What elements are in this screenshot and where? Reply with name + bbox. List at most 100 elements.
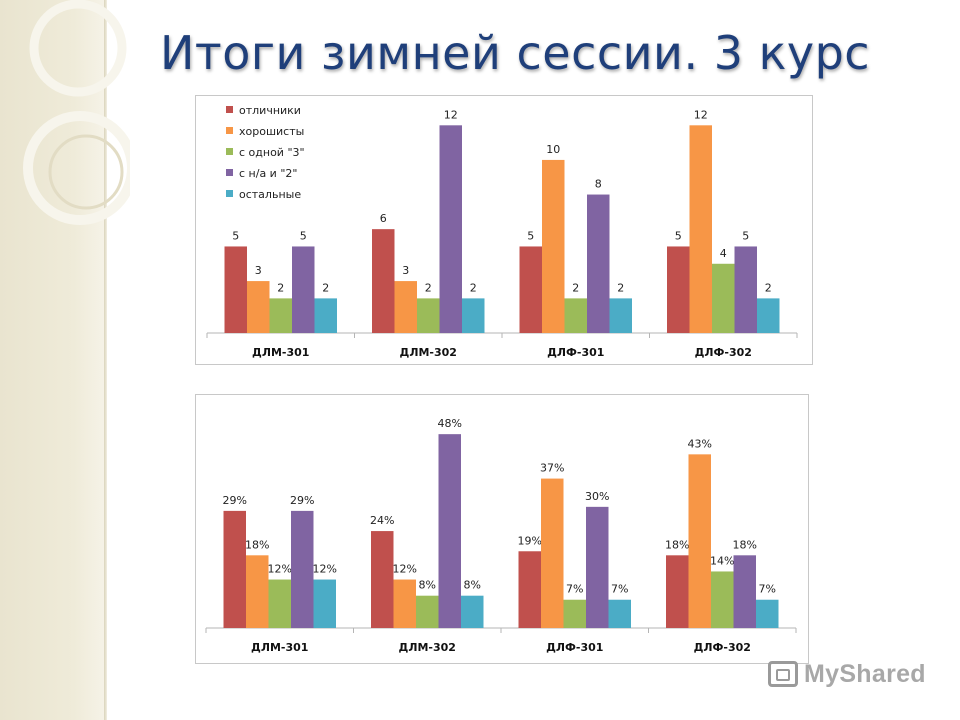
bar bbox=[689, 125, 712, 333]
data-label: 43% bbox=[688, 437, 712, 450]
category-label: ДЛФ-302 bbox=[694, 641, 751, 654]
bar bbox=[314, 298, 337, 333]
bar bbox=[734, 246, 757, 333]
legend-swatch bbox=[226, 148, 233, 155]
data-label: 8% bbox=[419, 579, 436, 592]
bar bbox=[247, 281, 270, 333]
bar bbox=[438, 434, 461, 628]
bar bbox=[462, 298, 485, 333]
data-label: 18% bbox=[245, 538, 269, 551]
data-label: 5 bbox=[232, 229, 239, 242]
data-label: 4 bbox=[720, 247, 727, 260]
bar bbox=[268, 579, 291, 628]
bar bbox=[756, 599, 779, 628]
data-label: 14% bbox=[710, 554, 734, 567]
chart-percentages: 29% 18% 12% 29% 12% ДЛМ-301 24% 12% 8% 48% 8% ДЛМ-3… bbox=[195, 394, 809, 664]
left-decor-edge bbox=[104, 0, 107, 720]
share-icon bbox=[768, 661, 798, 687]
data-label: 7% bbox=[759, 583, 776, 596]
bar bbox=[417, 298, 440, 333]
bar bbox=[269, 298, 292, 333]
data-label: 8 bbox=[595, 178, 602, 191]
bar bbox=[292, 246, 315, 333]
data-label: 24% bbox=[370, 514, 394, 527]
bar bbox=[461, 595, 484, 628]
bar bbox=[757, 298, 780, 333]
bar bbox=[291, 510, 314, 628]
data-label: 3 bbox=[255, 264, 262, 277]
data-label: 2 bbox=[617, 281, 624, 294]
bar bbox=[712, 263, 735, 333]
bar bbox=[541, 478, 564, 628]
bar bbox=[667, 246, 690, 333]
bar bbox=[564, 298, 587, 333]
category-label: ДЛМ-302 bbox=[399, 641, 456, 654]
bar bbox=[586, 506, 609, 628]
watermark: MyShared bbox=[768, 656, 948, 692]
category-label: ДЛФ-301 bbox=[546, 641, 603, 654]
bar bbox=[416, 595, 439, 628]
legend-swatch bbox=[226, 106, 233, 113]
data-label: 5 bbox=[527, 229, 534, 242]
bar bbox=[371, 531, 394, 628]
data-label: 29% bbox=[223, 494, 247, 507]
data-label: 37% bbox=[540, 462, 564, 475]
data-label: 30% bbox=[585, 490, 609, 503]
chart-counts-svg: 5 3 2 5 2 ДЛМ-301 6 3 2 12 2 ДЛМ-302 5 10 2 8 2 ДЛФ-301 5 1… bbox=[206, 104, 798, 359]
chart-counts: 5 3 2 5 2 ДЛМ-301 6 3 2 12 2 ДЛМ-302 5 10 2 8 2 ДЛФ-301 5 1… bbox=[195, 95, 813, 365]
bar bbox=[563, 599, 586, 628]
bar bbox=[313, 579, 336, 628]
bar bbox=[372, 229, 395, 333]
data-label: 19% bbox=[518, 534, 542, 547]
bar bbox=[587, 194, 610, 333]
bar bbox=[246, 555, 269, 628]
category-label: ДЛМ-301 bbox=[252, 346, 309, 359]
legend-swatch bbox=[226, 127, 233, 134]
data-label: 2 bbox=[572, 281, 579, 294]
legend-label: отличники bbox=[239, 104, 301, 117]
data-label: 18% bbox=[733, 538, 757, 551]
data-label: 5 bbox=[742, 229, 749, 242]
legend-label: с н/а и "2" bbox=[239, 167, 297, 180]
decor-circles bbox=[23, 0, 130, 225]
bar bbox=[608, 599, 631, 628]
data-label: 12 bbox=[694, 108, 708, 121]
chart-percentages-svg: 29%18%12%29%12%ДЛМ-30124%12%8%48%8%ДЛМ-3… bbox=[205, 417, 797, 654]
data-label: 5 bbox=[300, 229, 307, 242]
legend-label: остальные bbox=[239, 188, 301, 201]
data-label: 12% bbox=[313, 563, 337, 576]
category-label: ДЛМ-301 bbox=[251, 641, 308, 654]
data-label: 7% bbox=[566, 583, 583, 596]
data-label: 2 bbox=[425, 281, 432, 294]
data-label: 12% bbox=[268, 563, 292, 576]
data-label: 29% bbox=[290, 494, 314, 507]
bar bbox=[518, 551, 541, 628]
bar bbox=[224, 246, 247, 333]
bar bbox=[394, 281, 417, 333]
category-label: ДЛФ-301 bbox=[547, 346, 604, 359]
data-label: 48% bbox=[438, 417, 462, 430]
data-label: 2 bbox=[765, 281, 772, 294]
data-label: 6 bbox=[380, 212, 387, 225]
data-label: 8% bbox=[464, 579, 481, 592]
data-label: 18% bbox=[665, 538, 689, 551]
data-label: 12 bbox=[444, 108, 458, 121]
bar bbox=[393, 579, 416, 628]
watermark-text: MyShared bbox=[804, 659, 926, 688]
bar bbox=[223, 510, 246, 628]
data-label: 3 bbox=[402, 264, 409, 277]
bar bbox=[733, 555, 756, 628]
data-label: 2 bbox=[277, 281, 284, 294]
category-label: ДЛМ-302 bbox=[400, 346, 457, 359]
bar bbox=[519, 246, 542, 333]
slide-title: Итоги зимней сессии. 3 курс bbox=[160, 26, 871, 80]
data-label: 2 bbox=[322, 281, 329, 294]
data-label: 5 bbox=[675, 229, 682, 242]
data-label: 12% bbox=[393, 563, 417, 576]
data-label: 10 bbox=[546, 143, 560, 156]
bar bbox=[609, 298, 632, 333]
bar bbox=[439, 125, 462, 333]
legend-swatch bbox=[226, 190, 233, 197]
data-label: 2 bbox=[470, 281, 477, 294]
bar bbox=[711, 571, 734, 628]
